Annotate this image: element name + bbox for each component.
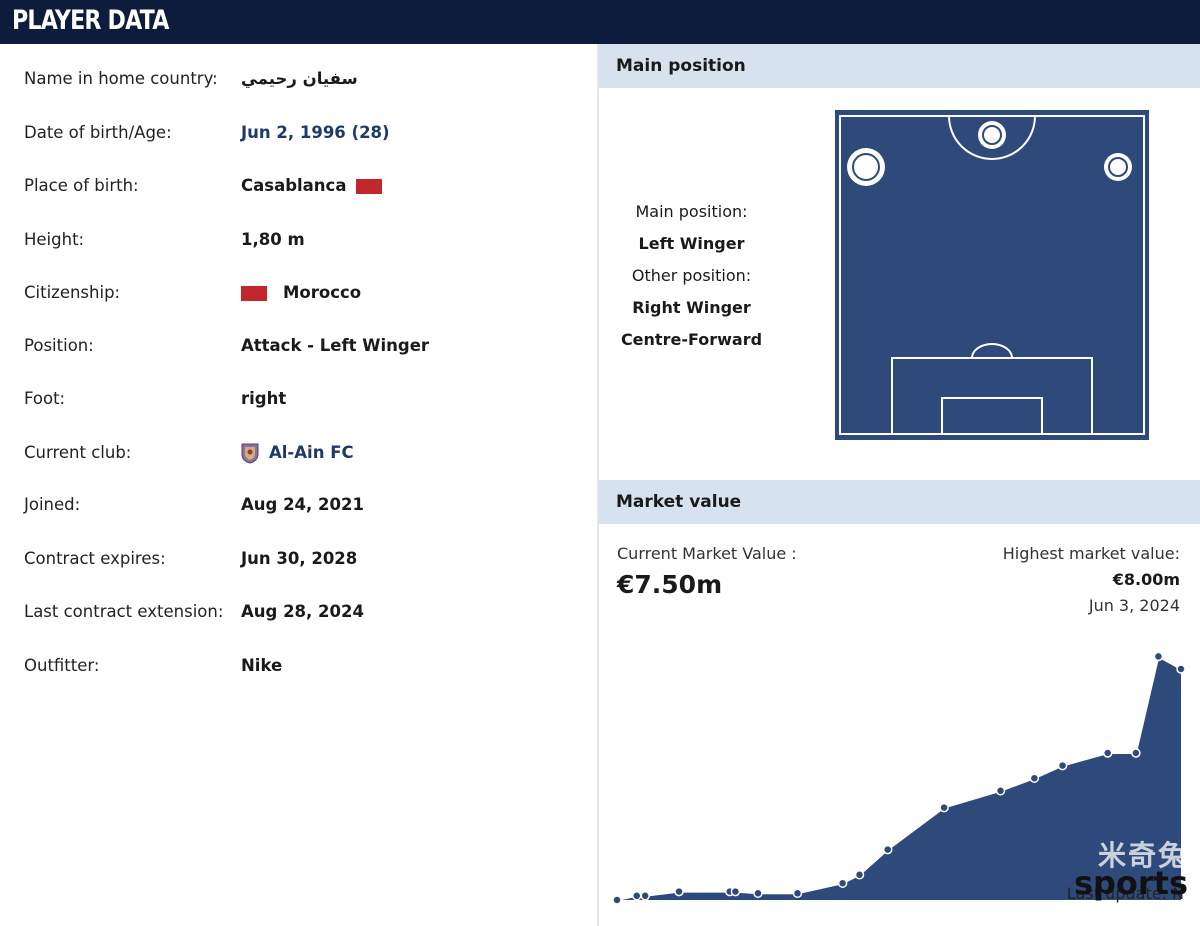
value-foot: right	[241, 389, 287, 408]
value-citizenship: Morocco	[241, 278, 361, 308]
current-market-value: €7.50m	[617, 570, 723, 599]
watermark: 米奇兔 sports	[1074, 834, 1188, 902]
main-position-label: Main position:	[635, 202, 748, 221]
market-value-point-14[interactable]	[1057, 760, 1068, 771]
highest-market-value-label: Highest market value:	[1002, 544, 1180, 563]
main-position-header: Main position	[599, 44, 1200, 88]
value-joined: Aug 24, 2021	[241, 495, 364, 514]
row-contract-expires: Contract expires: Jun 30, 2028	[24, 544, 584, 574]
market-value-point-2[interactable]	[640, 891, 650, 901]
market-value-point-17[interactable]	[1153, 651, 1164, 662]
market-value-point-16[interactable]	[1131, 748, 1141, 758]
market-value-area	[617, 656, 1181, 900]
main-position-value: Left Winger	[638, 234, 745, 253]
other-position-value-1: Right Winger	[632, 298, 751, 317]
row-citizenship: Citizenship: Morocco	[24, 278, 584, 308]
penalty-arc	[971, 343, 1013, 359]
label-joined: Joined:	[24, 495, 81, 514]
row-date-of-birth: Date of birth/Age: Jun 2, 1996 (28)	[24, 118, 584, 148]
market-value-heading: Market value	[616, 492, 742, 512]
label-contract-expires: Contract expires:	[24, 549, 166, 568]
value-date-of-birth[interactable]: Jun 2, 1996 (28)	[241, 123, 390, 142]
position-marker-centre-forward	[978, 121, 1006, 149]
row-last-extension: Last contract extension: Aug 28, 2024	[24, 597, 584, 627]
value-outfitter: Nike	[241, 656, 283, 675]
label-last-extension: Last contract extension:	[24, 602, 224, 621]
market-value-point-0[interactable]	[612, 895, 622, 905]
row-position: Position: Attack - Left Winger	[24, 331, 584, 361]
value-last-extension: Aug 28, 2024	[241, 602, 364, 621]
label-date-of-birth: Date of birth/Age:	[24, 123, 172, 142]
row-current-club: Current club: Al-Ain FC	[24, 438, 584, 468]
morocco-flag-icon	[241, 285, 267, 301]
row-outfitter: Outfitter: Nike	[24, 651, 584, 681]
market-value-point-8[interactable]	[837, 878, 848, 888]
right-panel: Main position Main position: Left Winger…	[599, 44, 1200, 926]
header-bar: PLAYER DATA	[0, 0, 1200, 44]
market-value-chart[interactable]	[599, 630, 1200, 920]
market-value-header: Market value	[599, 480, 1200, 524]
row-height: Height: 1,80 m	[24, 225, 584, 255]
label-outfitter: Outfitter:	[24, 656, 100, 675]
row-joined: Joined: Aug 24, 2021	[24, 490, 584, 520]
label-home-name: Name in home country:	[24, 69, 218, 88]
label-place-of-birth: Place of birth:	[24, 176, 139, 195]
panel-divider	[597, 44, 599, 926]
last-update-text: Last update: N	[1066, 884, 1184, 903]
label-foot: Foot:	[24, 389, 66, 408]
page-title: PLAYER DATA	[12, 5, 169, 36]
current-market-value-label: Current Market Value :	[617, 544, 797, 563]
market-value-point-18[interactable]	[1176, 664, 1186, 674]
market-value-point-13[interactable]	[1029, 773, 1040, 783]
market-value-point-1[interactable]	[631, 891, 642, 901]
market-value-point-12[interactable]	[995, 786, 1006, 796]
center-circle-arc	[948, 115, 1036, 160]
value-current-club[interactable]: Al-Ain FC	[241, 438, 354, 468]
market-value-point-3[interactable]	[674, 886, 684, 897]
pitch-background	[835, 110, 1149, 440]
market-value-point-11[interactable]	[939, 802, 949, 813]
row-home-name: Name in home country: سفيان رحيمي	[24, 64, 584, 94]
watermark-cn: 米奇兔	[1097, 839, 1188, 872]
value-position: Attack - Left Winger	[241, 336, 430, 355]
morocco-flag-icon	[356, 178, 383, 194]
main-position-heading: Main position	[616, 56, 746, 76]
row-foot: Foot: right	[24, 384, 584, 414]
highest-market-value-date: Jun 3, 2024	[1088, 596, 1180, 615]
market-value-point-6[interactable]	[753, 888, 763, 899]
label-current-club: Current club:	[24, 443, 132, 462]
other-position-label: Other position:	[631, 266, 752, 285]
value-home-name: سفيان رحيمي	[241, 69, 358, 88]
highest-market-value: €8.00m	[1112, 570, 1180, 589]
label-position: Position:	[24, 336, 94, 355]
player-data-panel: Name in home country: سفيان رحيمي Date o…	[0, 44, 598, 926]
market-value-point-9[interactable]	[854, 870, 865, 880]
label-height: Height:	[24, 230, 85, 249]
row-place-of-birth: Place of birth: Casablanca	[24, 171, 584, 201]
value-height: 1,80 m	[241, 230, 305, 249]
other-position-value-2: Centre-Forward	[620, 330, 763, 349]
watermark-en: sports	[1073, 864, 1188, 902]
value-place-of-birth: Casablanca	[241, 171, 383, 201]
market-value-point-10[interactable]	[882, 844, 893, 855]
position-pitch	[835, 110, 1149, 440]
market-value-points[interactable]	[612, 651, 1186, 905]
goal-box	[941, 397, 1043, 435]
market-value-point-5[interactable]	[730, 886, 741, 897]
value-contract-expires: Jun 30, 2028	[241, 549, 358, 568]
market-value-point-7[interactable]	[792, 888, 803, 899]
label-citizenship: Citizenship:	[24, 283, 121, 302]
market-value-point-15[interactable]	[1102, 748, 1113, 758]
position-marker-right-winger	[1104, 153, 1132, 181]
club-crest-icon[interactable]	[241, 442, 259, 464]
position-marker-main	[847, 148, 885, 186]
